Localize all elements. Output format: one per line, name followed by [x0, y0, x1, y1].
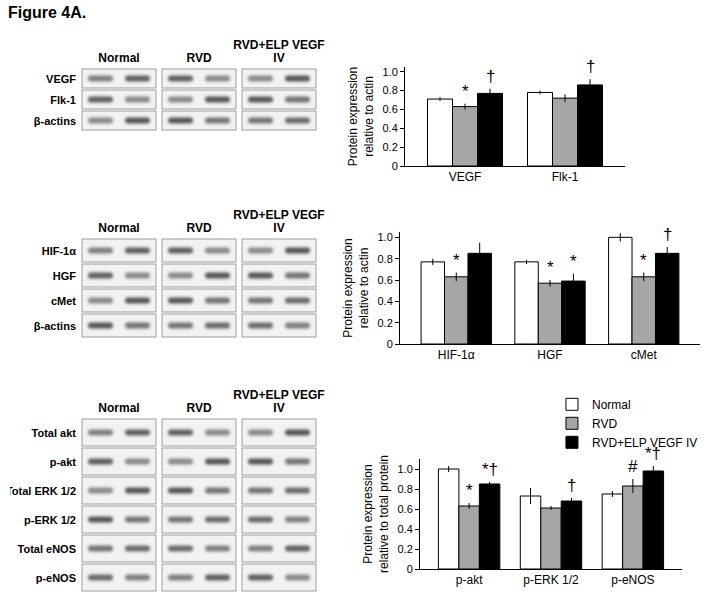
- svg-text:HIF-1α: HIF-1α: [42, 245, 77, 257]
- html-text:Figure 4A.: Figure 4A.: [8, 4, 87, 21]
- svg-text:VEGF: VEGF: [449, 170, 482, 184]
- svg-text:0.6: 0.6: [398, 503, 413, 515]
- svg-text:RVD+ELP VEGFIV: RVD+ELP VEGFIV: [233, 208, 324, 235]
- svg-text:HGF: HGF: [53, 270, 77, 282]
- svg-text:HGF: HGF: [537, 348, 562, 362]
- svg-text:VEGF: VEGF: [46, 73, 76, 85]
- svg-text:0.2: 0.2: [398, 543, 413, 555]
- svg-text:Total eNOS: Total eNOS: [18, 543, 76, 555]
- svg-text:*: *: [466, 481, 473, 500]
- svg-text:1.0: 1.0: [378, 231, 393, 243]
- svg-text:p-eNOS: p-eNOS: [36, 572, 76, 584]
- svg-text:0.6: 0.6: [383, 103, 398, 115]
- svg-text:*: *: [547, 258, 554, 277]
- svg-text:0.4: 0.4: [398, 523, 413, 535]
- svg-text:*†: *†: [482, 460, 498, 479]
- svg-text:p-ERK 1/2: p-ERK 1/2: [523, 573, 579, 587]
- svg-text:Protein expressionrelative to: Protein expressionrelative to actin: [346, 67, 376, 166]
- svg-text:RVD+ELP VEGFIV: RVD+ELP VEGFIV: [233, 388, 324, 415]
- svg-text:RVD+ELP VEGFIV: RVD+ELP VEGFIV: [233, 38, 324, 65]
- svg-text:Normal: Normal: [98, 51, 139, 65]
- svg-text:Protein expressionrelative to: Protein expressionrelative to total prot…: [361, 455, 391, 573]
- svg-text:β-actins: β-actins: [34, 115, 76, 127]
- svg-text:0.2: 0.2: [378, 317, 393, 329]
- svg-text:p-eNOS: p-eNOS: [611, 573, 654, 587]
- svg-text:†: †: [567, 476, 576, 495]
- svg-text:*†: *†: [645, 444, 661, 463]
- svg-text:*: *: [462, 82, 469, 101]
- svg-text:*: *: [640, 251, 647, 270]
- svg-text:Flk-1: Flk-1: [50, 94, 76, 106]
- svg-text:0.8: 0.8: [383, 84, 398, 96]
- svg-text:0: 0: [407, 563, 413, 575]
- svg-text:RVD: RVD: [592, 417, 617, 431]
- svg-text:HIF-1α: HIF-1α: [438, 348, 475, 362]
- svg-text:RVD: RVD: [186, 221, 211, 235]
- svg-text:p-ERK 1/2: p-ERK 1/2: [24, 514, 76, 526]
- svg-text:RVD+ELP VEGF IV: RVD+ELP VEGF IV: [592, 436, 697, 450]
- svg-text:0.2: 0.2: [383, 141, 398, 153]
- svg-text:Normal: Normal: [98, 221, 139, 235]
- svg-text:0: 0: [392, 160, 398, 172]
- svg-text:RVD: RVD: [186, 401, 211, 415]
- svg-text:cMet: cMet: [631, 348, 658, 362]
- svg-text:Protein expressionrelative to: Protein expressionrelative to actin: [341, 238, 371, 337]
- svg-text:†: †: [486, 67, 495, 86]
- svg-text:1.0: 1.0: [398, 463, 413, 475]
- svg-text:†: †: [663, 225, 672, 244]
- svg-text:cMet: cMet: [51, 295, 76, 307]
- svg-text:#: #: [628, 457, 638, 476]
- svg-text:0.4: 0.4: [378, 295, 393, 307]
- svg-text:†: †: [586, 57, 595, 76]
- svg-text:0.8: 0.8: [398, 483, 413, 495]
- svg-text:RVD: RVD: [186, 51, 211, 65]
- svg-text:*: *: [453, 251, 460, 270]
- svg-text:0.6: 0.6: [378, 274, 393, 286]
- svg-text:0.8: 0.8: [378, 253, 393, 265]
- svg-text:Total akt: Total akt: [32, 427, 77, 439]
- svg-text:β-actins: β-actins: [34, 320, 76, 332]
- svg-text:*: *: [570, 252, 577, 271]
- svg-text:Flk-1: Flk-1: [552, 170, 579, 184]
- svg-text:p-akt: p-akt: [50, 456, 77, 468]
- svg-text:Total ERK 1/2: Total ERK 1/2: [10, 485, 76, 497]
- svg-text:0.4: 0.4: [383, 122, 398, 134]
- svg-text:Normal: Normal: [98, 401, 139, 415]
- svg-text:1.0: 1.0: [383, 66, 398, 78]
- svg-text:0: 0: [387, 338, 393, 350]
- svg-text:Normal: Normal: [592, 398, 631, 412]
- svg-text:p-akt: p-akt: [456, 573, 483, 587]
